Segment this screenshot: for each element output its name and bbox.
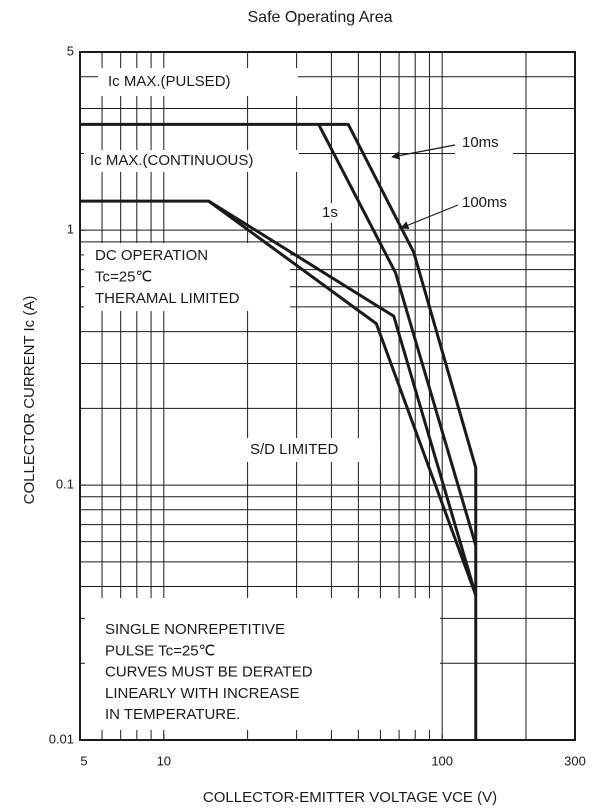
annotation-box — [98, 68, 298, 96]
series-line — [80, 199, 478, 596]
annotation: IN TEMPERATURE. — [105, 706, 240, 723]
y-tick-label: 0.01 — [49, 731, 74, 746]
annotations: Ic MAX.(PULSED) Ic MAX.(CONTINUOUS) DC OPE… — [84, 68, 525, 730]
series-line — [317, 123, 478, 546]
annotation: 100ms — [462, 194, 507, 211]
x-tick-label: 100 — [431, 753, 453, 768]
annotation: 10ms — [462, 134, 499, 151]
plot-frame — [79, 51, 576, 741]
series — [80, 122, 478, 740]
annotation: LINEARLY WITH INCREASE — [105, 685, 300, 702]
annotation: PULSE Tc=25℃ — [105, 642, 215, 659]
series-line — [207, 199, 478, 596]
annotation-box — [84, 243, 290, 311]
series-line — [80, 122, 478, 740]
annotation-box — [455, 132, 513, 154]
y-tick-label: 0.1 — [56, 477, 74, 492]
annotation-box — [240, 438, 380, 462]
annotation-box — [455, 192, 525, 214]
annotation: DC OPERATION — [95, 247, 208, 264]
x-tick-label: 5 — [80, 753, 87, 768]
y-tick-label: 1 — [67, 222, 74, 237]
x-tick-label: 300 — [564, 753, 586, 768]
annotation-box — [85, 598, 440, 730]
annotation: SINGLE NONREPETITIVE — [105, 621, 285, 638]
y-axis-label: COLLECTOR CURRENT Ic (A) — [21, 296, 38, 505]
y-tick-label: 5 — [67, 43, 74, 58]
annotation-box — [84, 150, 299, 172]
annotation: S/D LIMITED — [250, 441, 339, 458]
annotation: THERAMAL LIMITED — [95, 290, 240, 307]
annotation: Tc=25℃ — [95, 268, 152, 285]
annotation: 1s — [322, 204, 338, 221]
x-tick-label: 10 — [157, 753, 171, 768]
x-axis-label: COLLECTOR-EMITTER VOLTAGE VCE (V) — [203, 789, 497, 806]
annotation: Ic MAX.(PULSED) — [108, 73, 231, 90]
chart-title: Safe Operating Area — [248, 9, 393, 26]
arrow — [400, 204, 459, 230]
annotation: Ic MAX.(CONTINUOUS) — [90, 152, 253, 169]
annotation-box — [315, 203, 347, 223]
annotation: CURVES MUST BE DERATED — [105, 664, 313, 681]
arrow — [391, 144, 456, 160]
